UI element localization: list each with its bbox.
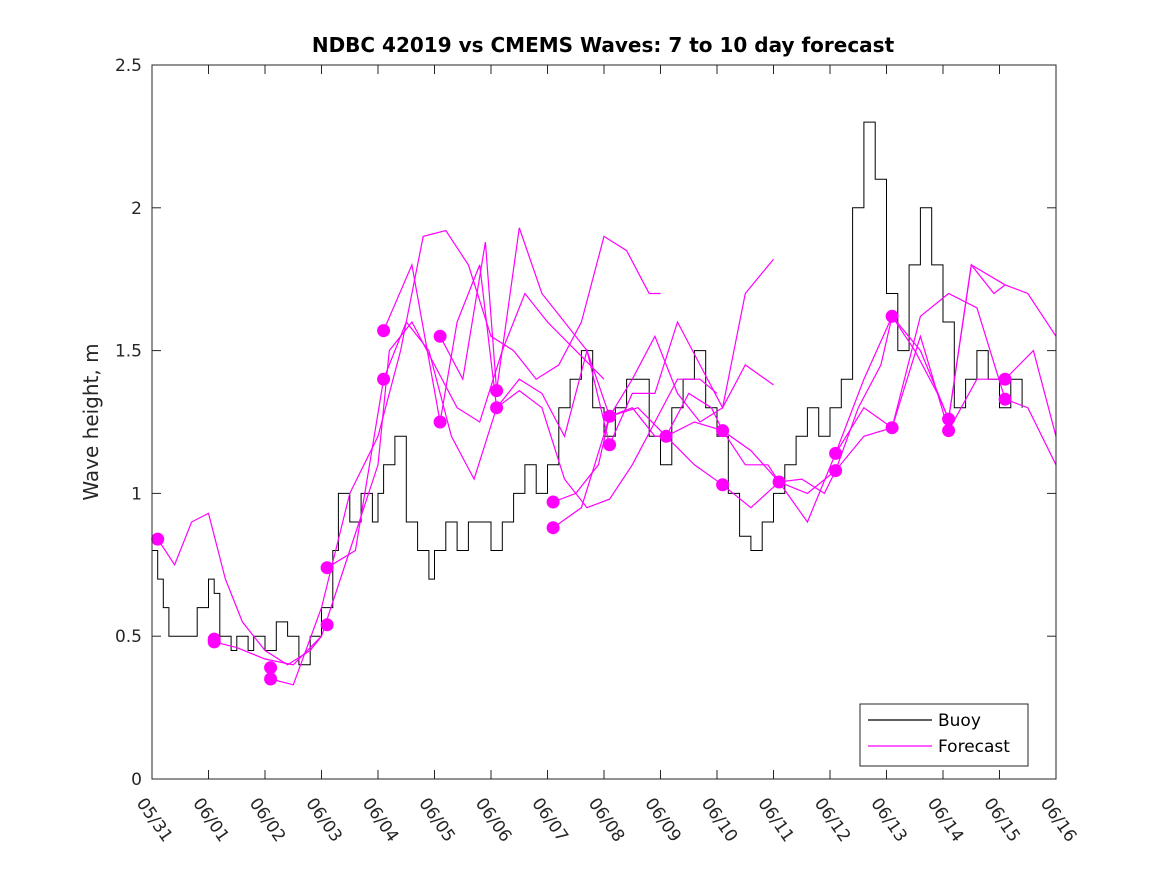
forecast-marker [716, 478, 730, 492]
buoy-series-line [152, 121, 1023, 666]
y-tick-label: 0 [131, 770, 142, 790]
forecast-marker [377, 324, 391, 338]
forecast-marker [151, 532, 165, 546]
forecast-marker [377, 372, 391, 386]
forecast-marker [264, 672, 278, 686]
forecast-marker [942, 412, 956, 426]
forecast-series-line-5 [383, 262, 774, 438]
y-tick-label: 0.5 [115, 627, 142, 647]
y-tick-label: 1.5 [115, 342, 142, 362]
forecast-series-line-8 [552, 334, 1057, 529]
y-tick-label: 2 [131, 199, 142, 219]
forecast-series-line-4 [326, 320, 718, 569]
forecast-marker [546, 495, 560, 509]
forecast-marker [433, 415, 447, 429]
forecast-marker [207, 635, 221, 649]
forecast-marker [772, 475, 786, 489]
forecast-marker [546, 521, 560, 535]
forecast-marker [716, 424, 730, 438]
forecast-series-line-1 [157, 512, 322, 666]
forecast-marker [490, 384, 504, 398]
forecast-marker [490, 401, 504, 415]
forecast-marker [433, 329, 447, 343]
y-axis-label: Wave height, m [79, 343, 103, 500]
plot-area [151, 121, 1057, 686]
forecast-marker [998, 392, 1012, 406]
forecast-marker [829, 464, 843, 478]
forecast-series-line-6 [439, 227, 774, 447]
forecast-marker [885, 309, 899, 323]
forecast-marker [998, 372, 1012, 386]
legend-buoy-label: Buoy [938, 711, 981, 731]
forecast-series-line-3 [270, 229, 661, 686]
legend-box [859, 703, 1029, 767]
y-tick-label: 2.5 [115, 56, 142, 76]
forecast-series-line-2 [214, 292, 605, 666]
chart-title: NDBC 42019 vs CMEMS Waves: 7 to 10 day f… [312, 33, 895, 57]
forecast-marker [320, 561, 334, 575]
forecast-marker [659, 429, 673, 443]
y-axis: 0 0.5 1 1.5 2 2.5 [115, 56, 1056, 790]
forecast-marker [885, 421, 899, 435]
y-tick-label: 1 [131, 484, 142, 504]
forecast-marker [829, 446, 843, 460]
forecast-series-line-9 [665, 292, 1057, 495]
forecast-marker [264, 661, 278, 675]
forecast-marker [320, 618, 334, 632]
forecast-marker [603, 438, 617, 452]
legend: Buoy Forecast [859, 703, 1029, 767]
forecast-marker [603, 409, 617, 423]
legend-forecast-label: Forecast [938, 737, 1010, 757]
forecast-marker [942, 424, 956, 438]
